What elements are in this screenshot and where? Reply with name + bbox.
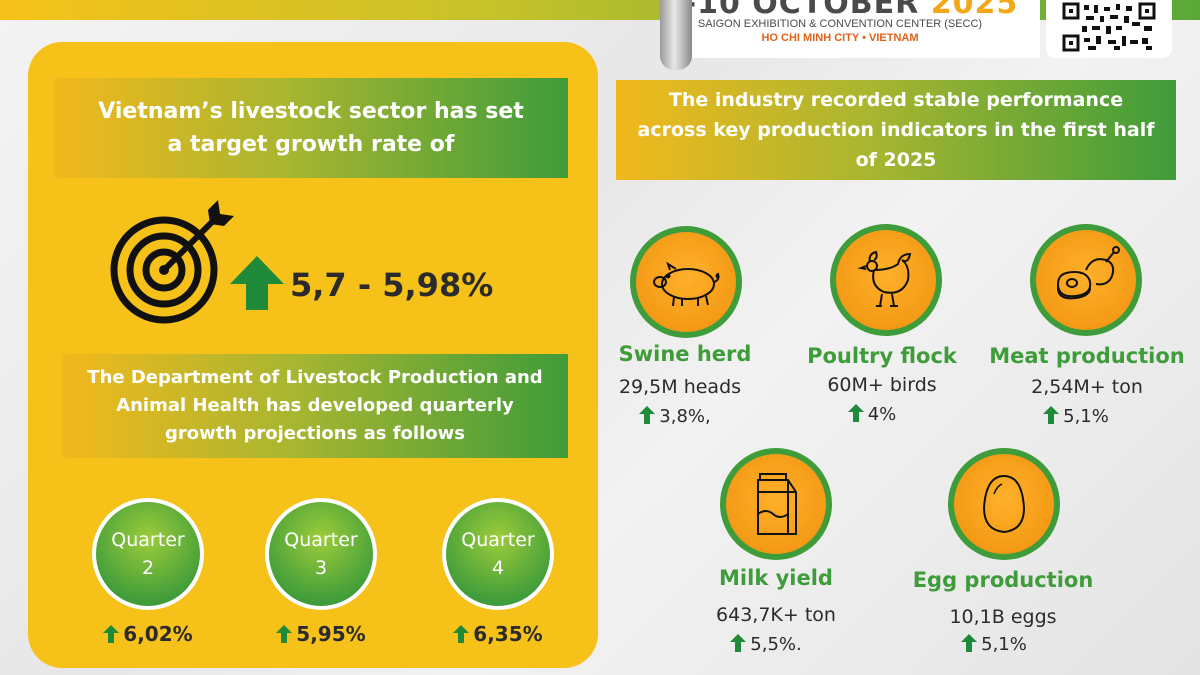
qr-code-icon [1062, 2, 1156, 52]
poultry-circle [830, 224, 942, 336]
up-arrow-icon [639, 406, 656, 424]
meat-circle [1030, 224, 1142, 336]
egg-name: Egg production [912, 568, 1094, 592]
milk-value: 643,7K+ ton [716, 604, 836, 626]
meat-value: 2,54M+ ton [1031, 376, 1143, 398]
department-banner: The Department of Livestock Production a… [62, 354, 568, 458]
rooster-icon [857, 250, 912, 307]
milk-name: Milk yield [719, 566, 833, 590]
quarter-label: Quarter [284, 529, 358, 551]
quarter-number: 2 [141, 557, 155, 579]
milk-growth: 5,5%. [656, 634, 876, 655]
egg-growth: 5,1% [884, 634, 1104, 655]
up-arrow-icon [847, 404, 864, 422]
up-arrow-icon [961, 634, 978, 652]
egg-circle [948, 448, 1060, 560]
target-icon [110, 200, 234, 324]
poultry-growth: 4% [762, 404, 982, 425]
quarter-label: Quarter [461, 529, 535, 551]
meat-growth: 5,1% [966, 406, 1186, 427]
quarter-number: 3 [314, 557, 328, 579]
growth-target-range: 5,7 - 5,98% [290, 266, 494, 304]
milk-circle [720, 448, 832, 560]
industry-banner: The industry recorded stable performance… [616, 80, 1176, 180]
targets-panel: Vietnam’s livestock sector has set a tar… [28, 42, 598, 668]
meat-icon [1056, 246, 1120, 300]
event-info: 8-10 OCTOBER 2025 SAIGON EXHIBITION & CO… [660, 0, 1040, 58]
quarter-number: 4 [491, 557, 505, 579]
quarter-label: Quarter [111, 529, 185, 551]
milk-carton-icon [757, 473, 797, 535]
event-venue: SAIGON EXHIBITION & CONVENTION CENTER (S… [697, 18, 983, 30]
up-arrow-icon [453, 625, 470, 643]
quarter-4-growth: 6,35% [423, 622, 573, 646]
poultry-value: 60M+ birds [827, 374, 937, 396]
trophy-icon [660, 0, 692, 70]
swine-circle [630, 226, 742, 338]
meat-name: Meat production [989, 344, 1185, 368]
up-arrow-icon [1043, 406, 1060, 424]
qr-code[interactable] [1046, 0, 1172, 58]
quarter-2-circle: Quarter 2 [92, 498, 204, 610]
egg-icon [982, 474, 1026, 534]
up-arrow-icon [230, 256, 284, 310]
quarter-2-growth: 6,02% [73, 622, 223, 646]
growth-target-banner: Vietnam’s livestock sector has set a tar… [54, 78, 568, 178]
up-arrow-icon [276, 625, 293, 643]
event-city: HO CHI MINH CITY • VIETNAM [761, 32, 919, 44]
up-arrow-icon [730, 634, 747, 652]
egg-value: 10,1B eggs [949, 606, 1057, 628]
up-arrow-icon [103, 625, 120, 643]
quarter-4-circle: Quarter 4 [442, 498, 554, 610]
quarter-3-growth: 5,95% [246, 622, 396, 646]
swine-name: Swine herd [618, 342, 752, 366]
swine-value: 29,5M heads [618, 376, 742, 398]
quarter-3-circle: Quarter 3 [265, 498, 377, 610]
event-dates: 8-10 OCTOBER 2025 [661, 0, 1019, 21]
pig-icon [653, 261, 720, 307]
poultry-name: Poultry flock [807, 344, 957, 368]
swine-growth: 3,8%, [565, 406, 785, 427]
